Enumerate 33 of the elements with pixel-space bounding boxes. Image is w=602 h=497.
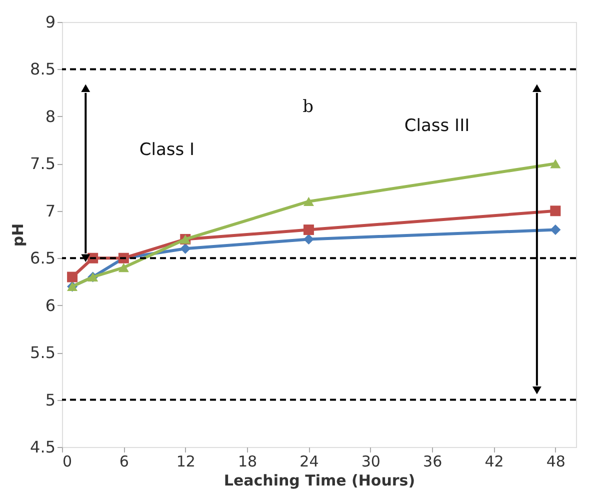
point bbox=[550, 224, 561, 236]
point bbox=[303, 234, 314, 244]
x-tick-label: 0 bbox=[62, 452, 72, 470]
x-tick-label: 30 bbox=[361, 452, 380, 470]
y-tick-label: 5 bbox=[45, 390, 56, 410]
y-axis-title: pH bbox=[9, 223, 28, 247]
x-tick-label: 6 bbox=[119, 452, 129, 470]
y-tick-label: 5.5 bbox=[30, 343, 56, 362]
y-tick-label: 6 bbox=[45, 296, 56, 315]
x-tick-label: 12 bbox=[176, 452, 196, 470]
point bbox=[303, 224, 314, 236]
point bbox=[67, 272, 78, 282]
point bbox=[303, 196, 314, 206]
y-tick-label: 9 bbox=[45, 12, 56, 32]
x-tick-label: 18 bbox=[238, 452, 258, 470]
point bbox=[550, 159, 561, 168]
y-tick-label: 7 bbox=[45, 201, 56, 220]
y-tick-label: 4.5 bbox=[30, 438, 56, 456]
annotation: Class III bbox=[404, 116, 470, 136]
point bbox=[550, 206, 561, 216]
y-tick-label: 7.5 bbox=[30, 154, 56, 174]
y-tick-label: 8.5 bbox=[30, 60, 56, 79]
x-tick-label: 42 bbox=[484, 452, 504, 470]
x-tick-label: 36 bbox=[423, 452, 442, 470]
annotation: Class I bbox=[139, 140, 195, 160]
y-tick-label: 6.5 bbox=[30, 248, 56, 268]
x-tick-label: 24 bbox=[300, 452, 319, 470]
x-tick-label: 48 bbox=[546, 452, 566, 470]
x-axis-title: Leaching Time (Hours) bbox=[224, 472, 416, 490]
point bbox=[180, 243, 191, 254]
annotation: b bbox=[302, 97, 314, 117]
y-tick-label: 8 bbox=[45, 106, 56, 126]
point bbox=[118, 263, 129, 272]
